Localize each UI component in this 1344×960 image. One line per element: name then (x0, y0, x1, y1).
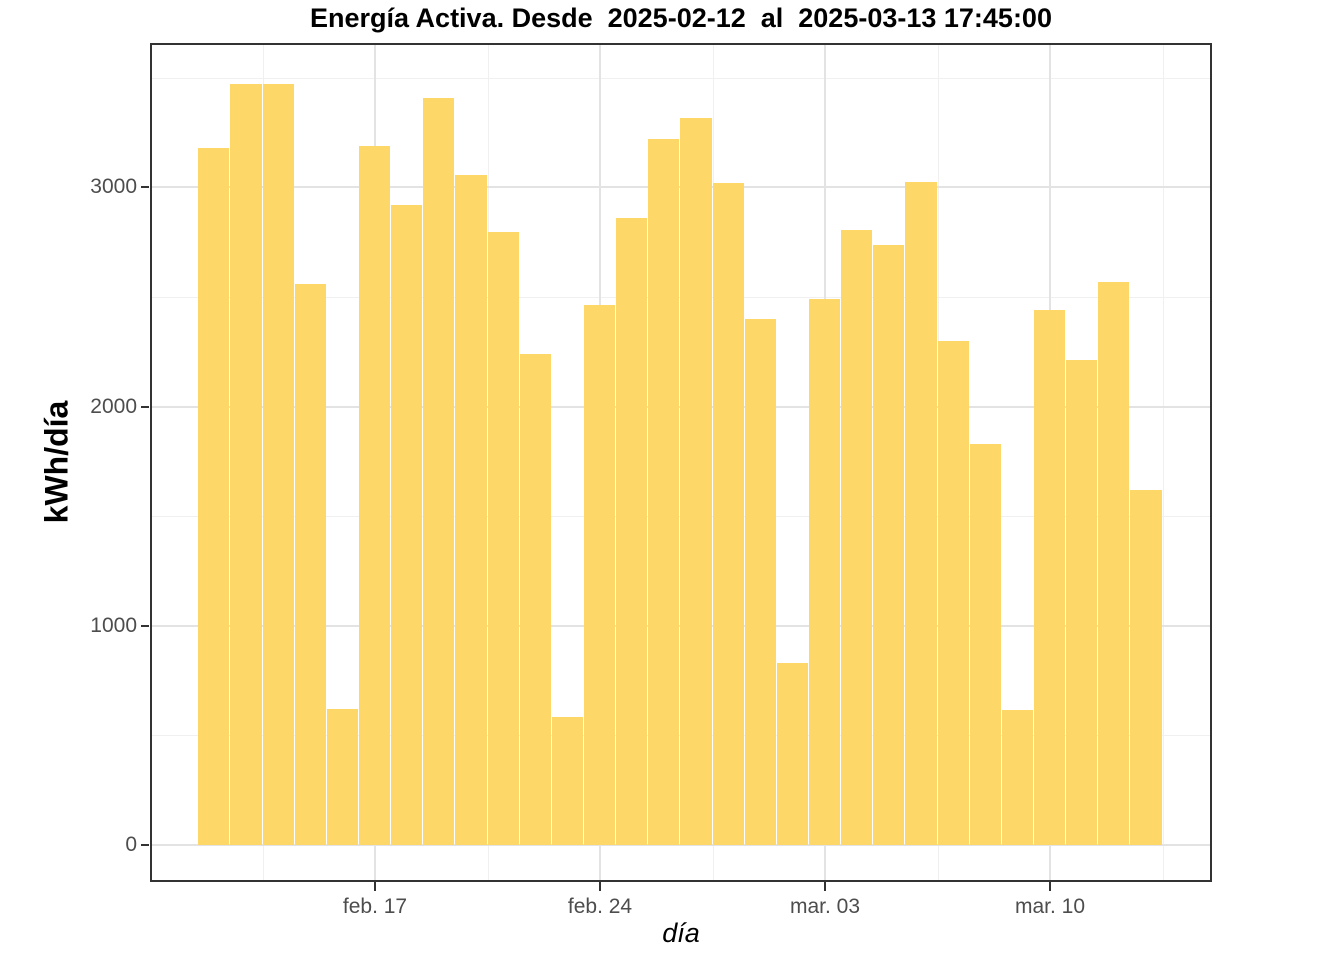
bar (391, 204, 423, 845)
bar (358, 145, 391, 845)
x-axis-title: día (662, 918, 700, 948)
bar (712, 182, 744, 845)
bar (583, 304, 616, 845)
bar (551, 716, 583, 845)
y-tick-label: 0 (125, 833, 137, 856)
bar (1130, 489, 1162, 845)
bar (455, 175, 487, 845)
bar (230, 84, 262, 845)
bar (262, 84, 294, 845)
bar (294, 283, 326, 845)
y-tick-label: 3000 (90, 175, 137, 199)
bar (326, 709, 358, 845)
y-minor-gridline (152, 77, 1210, 79)
bar (1098, 281, 1130, 845)
bar (744, 318, 776, 845)
x-tick-label: feb. 24 (567, 895, 633, 918)
x-tick-label: mar. 10 (1014, 895, 1086, 918)
bar (969, 443, 1001, 845)
x-tick (374, 882, 376, 891)
bar (198, 147, 230, 845)
bar (680, 118, 712, 845)
bar (841, 230, 873, 845)
bar (1033, 310, 1066, 845)
bar (487, 232, 519, 845)
bar (1001, 710, 1033, 845)
x-tick-label: mar. 03 (789, 895, 861, 918)
bar (519, 353, 551, 845)
bar (423, 98, 455, 845)
bar (1066, 360, 1098, 845)
y-tick (141, 405, 149, 408)
bar (776, 663, 808, 845)
y-tick (141, 186, 149, 189)
bar (873, 245, 905, 845)
chart-title: Energía Activa. Desde 2025-02-12 al 2025… (310, 3, 1052, 33)
x-tick-label: feb. 17 (342, 895, 408, 918)
y-tick-label: 2000 (90, 394, 137, 418)
bar (648, 139, 680, 845)
y-tick (141, 624, 149, 627)
x-minor-gridline (1162, 45, 1164, 880)
bar (937, 340, 969, 845)
bar (616, 217, 648, 845)
x-tick (824, 882, 826, 891)
y-major-gridline (152, 844, 1210, 846)
y-tick (141, 844, 149, 846)
x-tick (599, 882, 601, 891)
x-tick (1049, 882, 1051, 891)
y-tick-label: 1000 (90, 613, 137, 637)
bar (808, 299, 841, 845)
bar (905, 181, 937, 845)
plot-panel (150, 43, 1212, 882)
